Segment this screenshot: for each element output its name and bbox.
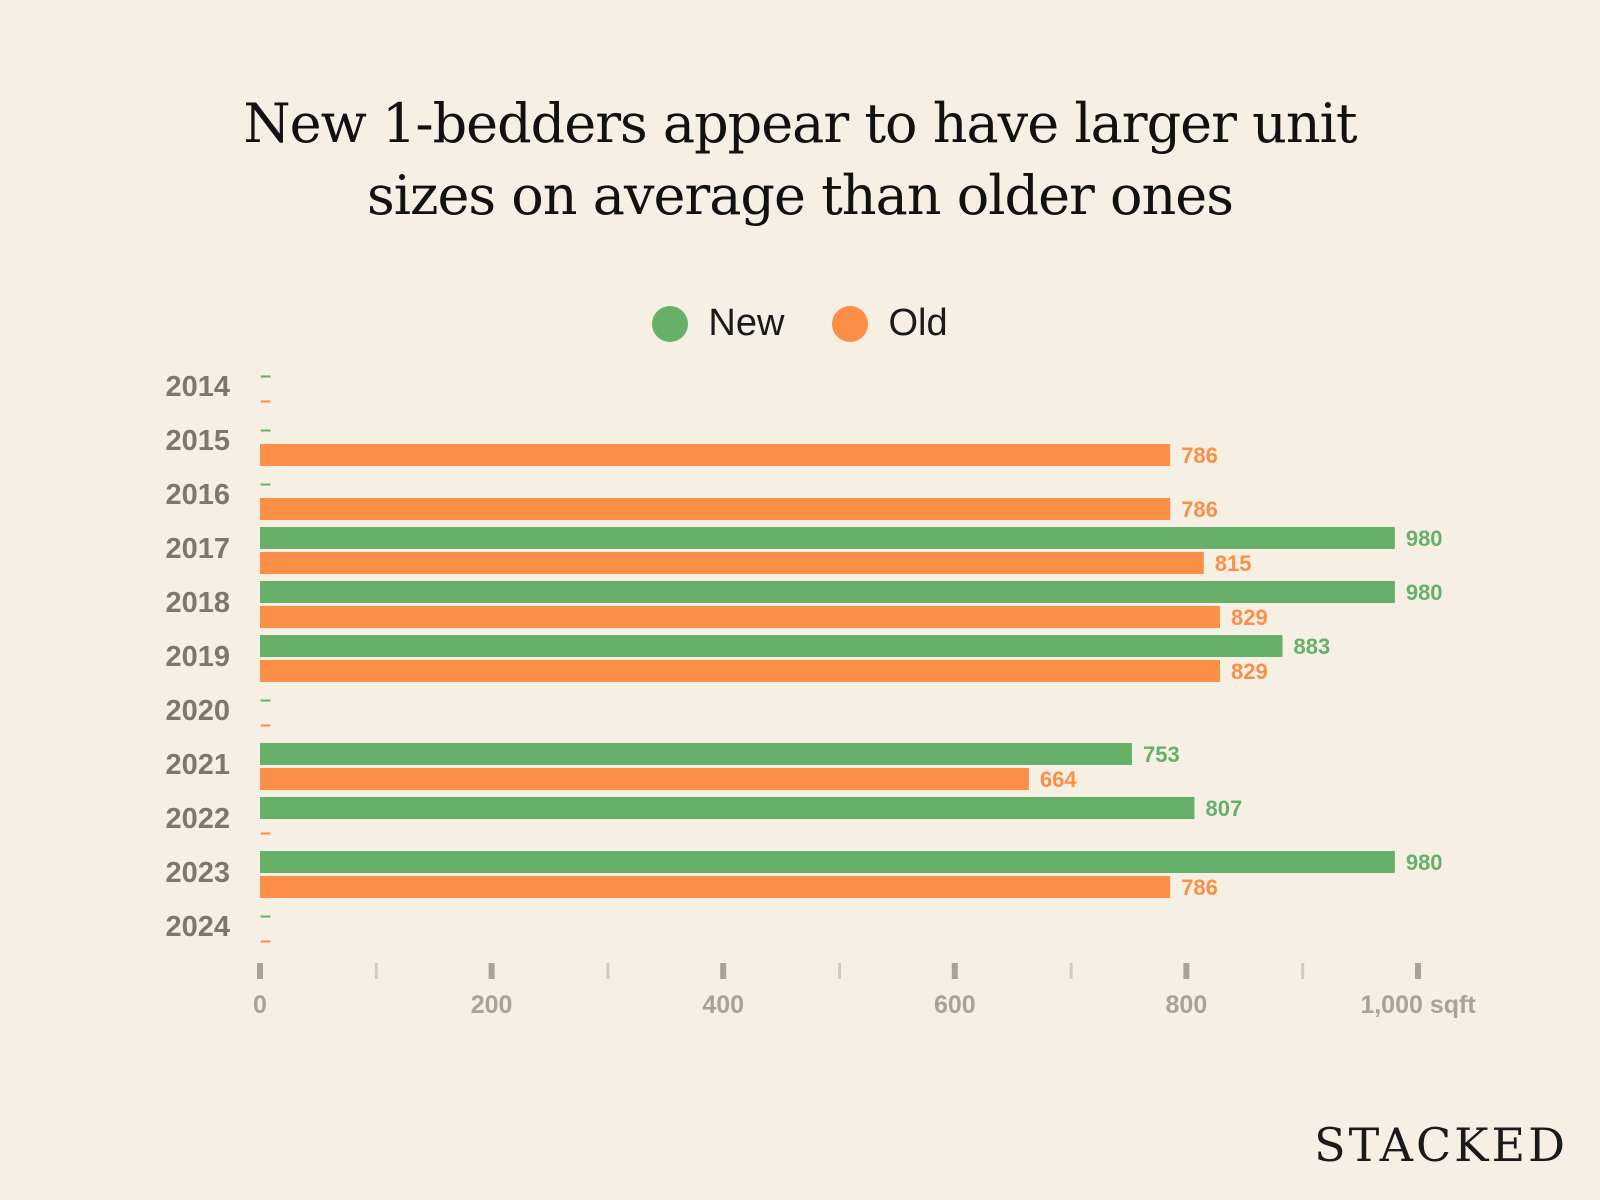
legend-label-new: New: [708, 302, 785, 344]
bar-new-2019: [260, 635, 1283, 657]
data-label-old-2021: 664: [1040, 767, 1077, 792]
x-tick-label-800: 800: [1166, 991, 1208, 1019]
missing-marker-old-2020: –: [260, 714, 271, 736]
legend-swatch-new: [652, 305, 689, 342]
missing-marker-old-2022: –: [260, 822, 271, 844]
x-minor-tick-100: [374, 963, 378, 979]
missing-marker-new-2015: –: [260, 419, 271, 441]
bar-old-2017: [260, 552, 1204, 574]
x-minor-tick-900: [1301, 963, 1305, 979]
data-label-old-2018: 829: [1231, 605, 1268, 630]
x-major-tick-800: [1183, 963, 1190, 979]
data-label-new-2018: 980: [1406, 580, 1443, 605]
x-major-tick-200: [488, 963, 495, 979]
x-tick-label-200: 200: [471, 991, 513, 1019]
bar-new-2023: [260, 851, 1395, 873]
data-label-new-2021: 753: [1143, 742, 1180, 767]
legend-item-old: Old: [832, 302, 948, 345]
x-tick-label-600: 600: [934, 991, 976, 1019]
data-label-new-2023: 980: [1406, 850, 1443, 875]
bar-old-2018: [260, 606, 1220, 628]
chart-title-line-1: New 1-bedders appear to have larger unit: [243, 92, 1357, 155]
data-label-old-2023: 786: [1181, 875, 1218, 900]
x-major-tick-400: [720, 963, 727, 979]
legend-label-old: Old: [888, 302, 948, 344]
year-label-2020: 2020: [165, 695, 230, 727]
x-minor-tick-500: [838, 963, 841, 979]
x-tick-label-0: 0: [253, 991, 267, 1019]
bar-new-2017: [260, 527, 1395, 549]
x-tick-label-1000: 1,000 sqft: [1360, 991, 1476, 1019]
chart-title-line-2: sizes on average than older ones: [367, 164, 1234, 227]
legend-swatch-old: [832, 305, 869, 342]
bar-new-2021: [260, 743, 1132, 765]
chart-legend: New Old: [0, 302, 1600, 345]
bar-old-2016: [260, 498, 1171, 520]
legend-item-new: New: [652, 302, 784, 345]
year-label-2015: 2015: [165, 425, 230, 457]
data-label-new-2022: 807: [1206, 796, 1243, 821]
x-major-tick-0: [257, 963, 263, 979]
bar-new-2022: [260, 797, 1195, 819]
bar-old-2021: [260, 768, 1029, 790]
bar-new-2018: [260, 581, 1395, 603]
data-label-new-2017: 980: [1406, 526, 1443, 551]
data-label-old-2016: 786: [1181, 497, 1218, 522]
year-label-2024: 2024: [165, 911, 230, 943]
year-label-2017: 2017: [165, 533, 230, 565]
x-minor-tick-700: [1069, 963, 1073, 979]
x-major-tick-600: [951, 963, 958, 979]
year-label-2023: 2023: [165, 857, 230, 889]
missing-marker-new-2020: –: [260, 689, 271, 711]
data-label-old-2017: 815: [1215, 551, 1252, 576]
missing-marker-old-2014: –: [260, 390, 271, 412]
missing-marker-new-2014: –: [260, 365, 271, 387]
missing-marker-old-2024: –: [260, 930, 271, 952]
bar-old-2023: [260, 876, 1171, 898]
bar-old-2019: [260, 660, 1220, 682]
missing-marker-new-2016: –: [260, 473, 271, 495]
x-minor-tick-300: [606, 963, 610, 979]
brand-logo: STACKED: [1314, 1118, 1568, 1172]
data-label-new-2019: 883: [1294, 634, 1331, 659]
year-label-2022: 2022: [165, 803, 230, 835]
data-label-old-2019: 829: [1231, 659, 1268, 684]
year-label-2021: 2021: [165, 749, 230, 781]
x-tick-label-400: 400: [702, 991, 744, 1019]
year-label-2019: 2019: [165, 641, 230, 673]
data-label-old-2015: 786: [1181, 443, 1218, 468]
missing-marker-new-2024: –: [260, 905, 271, 927]
year-label-2018: 2018: [165, 587, 230, 619]
year-label-2016: 2016: [165, 479, 230, 511]
year-label-2014: 2014: [165, 371, 230, 403]
chart-title: New 1-bedders appear to have larger unit…: [0, 88, 1600, 232]
bar-old-2015: [260, 444, 1171, 466]
x-major-tick-1000: [1415, 963, 1421, 979]
